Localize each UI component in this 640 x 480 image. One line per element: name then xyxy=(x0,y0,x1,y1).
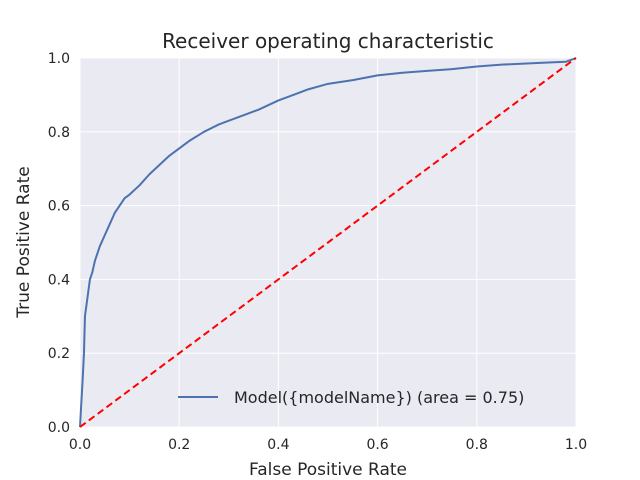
y-tick-label: 0.6 xyxy=(48,199,70,215)
x-axis-label: False Positive Rate xyxy=(249,460,407,480)
legend-label-roc: Model({modelName}) (area = 0.75) xyxy=(234,388,524,407)
roc-curve-line xyxy=(79,57,577,428)
y-tick-label: 0.2 xyxy=(48,346,70,362)
grid-layer xyxy=(79,57,577,428)
y-tick-label: 0.4 xyxy=(48,272,70,288)
x-tick-label: 0.8 xyxy=(466,437,488,453)
x-tick-label: 0.0 xyxy=(69,437,91,453)
legend: Model({modelName}) (area = 0.75) xyxy=(178,388,524,407)
diagonal-reference-line xyxy=(79,57,577,428)
y-tick-label: 0.8 xyxy=(48,125,70,141)
x-tick-label: 0.4 xyxy=(267,437,289,453)
tick-layer: 0.0 0.2 0.4 0.6 0.8 1.0 0.0 0.2 0.4 0.6 0.8 1.0 xyxy=(48,51,587,453)
x-tick-label: 0.2 xyxy=(168,437,190,453)
series-layer xyxy=(79,57,577,428)
x-tick-label: 1.0 xyxy=(565,437,587,453)
chart-title: Receiver operating characteristic xyxy=(162,29,494,53)
x-tick-label: 0.6 xyxy=(366,437,388,453)
y-tick-label: 1.0 xyxy=(48,51,70,67)
y-tick-label: 0.0 xyxy=(48,420,70,436)
y-axis-label: True Positive Rate xyxy=(14,166,34,318)
